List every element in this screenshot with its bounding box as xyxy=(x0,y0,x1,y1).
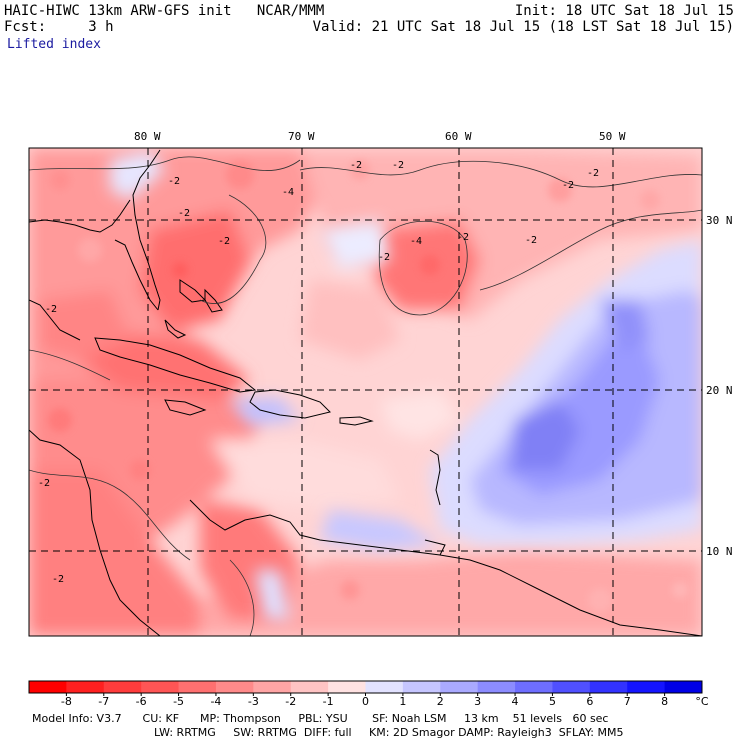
map-frame xyxy=(28,147,703,637)
field-name: Lifted index xyxy=(7,37,101,52)
contour-label: -2 xyxy=(378,252,390,263)
contour-label: -2 xyxy=(178,208,190,219)
colorbar-label: 1 xyxy=(399,695,407,708)
lon-label: 70 W xyxy=(288,130,315,143)
colorbar-swatch xyxy=(290,681,329,693)
contour-label: -2 xyxy=(52,574,64,585)
init-time: Init: 18 UTC Sat 18 Jul 15 xyxy=(514,3,734,19)
contour-label: -2 xyxy=(392,160,404,171)
colorbar-swatch xyxy=(29,681,67,693)
model-info-line: Model Info: V3.7 CU: KF MP: Thompson PBL… xyxy=(32,712,609,725)
colorbar-swatch xyxy=(589,681,628,693)
colorbar-swatch xyxy=(664,681,703,693)
valid-time: Valid: 21 UTC Sat 18 Jul 15 (18 LST Sat … xyxy=(312,19,734,35)
colorbar-label: -5 xyxy=(173,695,185,708)
contour-label: -2 xyxy=(525,235,537,246)
lat-label: 10 N xyxy=(706,545,733,558)
colorbar-label: -3 xyxy=(247,695,259,708)
contour-label: -2 xyxy=(562,180,574,191)
colorbar-swatch xyxy=(477,681,516,693)
contour-label: -4 xyxy=(410,236,422,247)
colorbar-label: -2 xyxy=(285,695,297,708)
colorbar-swatch xyxy=(440,681,479,693)
lat-lon-grid xyxy=(29,148,702,636)
colorbar-label: -6 xyxy=(135,695,147,708)
contour-label: -2 xyxy=(45,304,57,315)
colorbar-swatch xyxy=(402,681,441,693)
colorbar xyxy=(28,680,703,696)
colorbar-label: 4 xyxy=(511,695,519,708)
colorbar-label: 8 xyxy=(661,695,669,708)
contour-label-group: -2 -2 -4 -2 -2 -2 -2 -2 -4 -2 -2 -2 -2 -… xyxy=(38,160,599,585)
colorbar-label: -4 xyxy=(210,695,222,708)
lifted-index-field xyxy=(29,148,702,636)
lon-label: 60 W xyxy=(445,130,472,143)
forecast-hour: Fcst: 3 h xyxy=(4,19,114,35)
colorbar-swatch xyxy=(141,681,180,693)
colorbar-swatch xyxy=(552,681,591,693)
contour-label: -4 xyxy=(282,187,294,198)
colorbar-swatch xyxy=(66,681,105,693)
physics-info-line: LW: RRTMG SW: RRTMG DIFF: full KM: 2D Sm… xyxy=(154,726,624,739)
colorbar-label: -8 xyxy=(60,695,72,708)
contour-label: -2 xyxy=(38,478,50,489)
lat-label: 30 N xyxy=(706,214,733,227)
model-title: HAIC-HIWC 13km ARW-GFS init NCAR/MMM xyxy=(4,3,325,19)
contour-label: -2 xyxy=(587,168,599,179)
colorbar-swatch xyxy=(103,681,142,693)
contour-label: -2 xyxy=(168,176,180,187)
colorbar-swatch xyxy=(253,681,292,693)
colorbar-swatch xyxy=(328,681,366,693)
colorbar-swatch xyxy=(178,681,217,693)
colorbar-label: 3 xyxy=(474,695,482,708)
colorbar-label: 7 xyxy=(623,695,631,708)
contour-label: -2 xyxy=(350,160,362,171)
contour-label: -2 xyxy=(457,232,469,243)
colorbar-swatch xyxy=(215,681,254,693)
colorbar-swatch xyxy=(627,681,666,693)
colorbar-label: 2 xyxy=(436,695,444,708)
lat-label: 20 N xyxy=(706,384,733,397)
lon-label: 50 W xyxy=(599,130,626,143)
contour-label: -2 xyxy=(218,236,230,247)
colorbar-unit: °C xyxy=(695,695,709,708)
coastlines xyxy=(29,149,702,636)
contour-lines xyxy=(29,156,702,636)
colorbar-label: 0 xyxy=(362,695,369,708)
colorbar-label: -1 xyxy=(322,695,334,708)
colorbar-swatch xyxy=(365,681,404,693)
colorbar-label: 6 xyxy=(586,695,594,708)
colorbar-swatch xyxy=(515,681,553,693)
lon-label: 80 W xyxy=(134,130,161,143)
colorbar-label: 5 xyxy=(548,695,556,708)
colorbar-label: -7 xyxy=(98,695,110,708)
